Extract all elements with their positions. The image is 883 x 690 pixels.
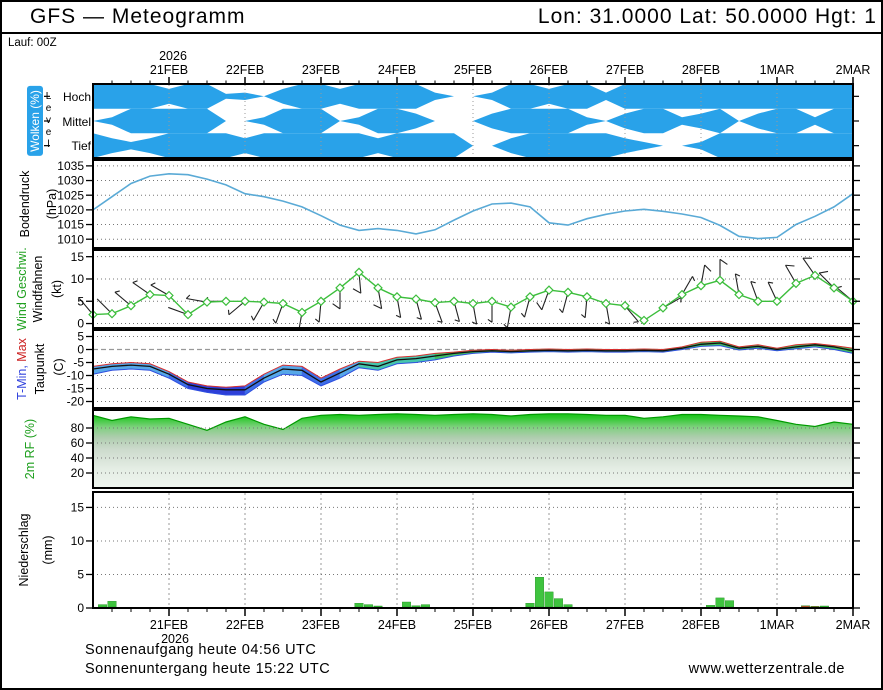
svg-text:22FEB: 22FEB — [226, 618, 264, 632]
cloud-row-mittel: Mittel — [62, 115, 91, 129]
svg-text:2MAR: 2MAR — [836, 618, 871, 632]
top-axis: 21FEB 22FEB 23FEB 24FEB 25FEB 26FEB 27FEB 28FEB… — [111, 49, 871, 84]
temp-unit: (C) — [52, 358, 66, 376]
svg-text:60: 60 — [71, 436, 85, 450]
svg-text:27FEB: 27FEB — [606, 618, 644, 632]
svg-text:23FEB: 23FEB — [302, 618, 340, 632]
svg-text:1025: 1025 — [57, 188, 84, 202]
svg-text:-20: -20 — [67, 395, 85, 409]
wolken-badge: Wolken (%) — [27, 86, 43, 156]
svg-text:5: 5 — [77, 330, 84, 344]
svg-text:27FEB: 27FEB — [606, 63, 644, 77]
svg-text:24FEB: 24FEB — [378, 63, 416, 77]
svg-text:80: 80 — [71, 421, 85, 435]
svg-text:1030: 1030 — [57, 174, 84, 188]
svg-text:10: 10 — [71, 534, 85, 548]
wind-speed-label: Wind Geschwi. — [15, 247, 29, 331]
temp-minmax-label: T-Min, Max — [15, 338, 29, 400]
svg-text:5: 5 — [77, 568, 84, 582]
cloud-panel — [44, 83, 859, 159]
sunset-text: Sonnenuntergang heute 15:22 UTC — [85, 661, 331, 677]
cloud-panel-label: Wolken (%) — [27, 86, 43, 156]
tmin-label: T-Min, — [15, 361, 29, 400]
svg-text:1015: 1015 — [57, 218, 84, 232]
svg-text:-5: -5 — [73, 356, 84, 370]
svg-text:1MAR: 1MAR — [760, 618, 795, 632]
svg-text:5: 5 — [77, 294, 84, 308]
level-label: Level — [43, 91, 54, 151]
wind-unit: (kt) — [50, 279, 64, 299]
cloud-row-tief: Tief — [71, 139, 91, 153]
precip-label: Niederschlag — [17, 513, 31, 587]
website-text: www.wetterzentrale.de — [688, 661, 845, 677]
svg-text:0: 0 — [77, 601, 84, 615]
svg-text:-10: -10 — [67, 369, 85, 383]
humidity-label: 2m RF (%) — [23, 418, 37, 480]
svg-text:1020: 1020 — [57, 203, 84, 217]
svg-text:0: 0 — [77, 317, 84, 331]
svg-text:-15: -15 — [67, 382, 85, 396]
sunrise-text: Sonnenaufgang heute 04:56 UTC — [85, 642, 317, 658]
svg-text:26FEB: 26FEB — [530, 63, 568, 77]
pressure-label: Bodendruck — [18, 170, 32, 238]
dewpoint-label: Taupunkt — [33, 343, 47, 395]
svg-text:21FEB: 21FEB — [150, 618, 188, 632]
bottom-axis: 21FEB 22FEB 23FEB 24FEB 25FEB 26FEB 27FEB 28FEB… — [111, 608, 871, 646]
svg-text:15: 15 — [71, 250, 85, 264]
tmax-label: Max — [15, 338, 29, 362]
svg-text:25FEB: 25FEB — [454, 618, 492, 632]
svg-text:24FEB: 24FEB — [378, 618, 416, 632]
wind-panel: 15 10 5 0 — [71, 249, 860, 334]
svg-text:10: 10 — [71, 272, 85, 286]
svg-text:28FEB: 28FEB — [682, 63, 720, 77]
svg-text:2MAR: 2MAR — [836, 63, 871, 77]
run-label: Lauf: 00Z — [8, 37, 57, 49]
svg-text:28FEB: 28FEB — [682, 618, 720, 632]
svg-text:15: 15 — [71, 501, 85, 515]
svg-text:1035: 1035 — [57, 159, 84, 173]
svg-text:1010: 1010 — [57, 232, 84, 246]
svg-text:0: 0 — [77, 343, 84, 357]
header-location: Lon: 31.0000 Lat: 50.0000 Hgt: 1 — [537, 5, 877, 28]
svg-text:23FEB: 23FEB — [302, 63, 340, 77]
temperature-panel: 50-5-10-15-20 — [67, 329, 860, 409]
svg-text:25FEB: 25FEB — [454, 63, 492, 77]
svg-text:2026: 2026 — [159, 49, 187, 63]
svg-text:1MAR: 1MAR — [760, 63, 795, 77]
svg-text:22FEB: 22FEB — [226, 63, 264, 77]
svg-text:40: 40 — [71, 451, 85, 465]
pressure-unit: (hPa) — [45, 188, 59, 220]
svg-text:20: 20 — [71, 466, 85, 480]
precip-unit: (mm) — [41, 535, 55, 565]
page-title: GFS — Meteogramm — [30, 5, 246, 28]
precipitation-panel: 0 5 10 15 — [71, 491, 860, 615]
svg-text:26FEB: 26FEB — [530, 618, 568, 632]
svg-text:21FEB: 21FEB — [150, 63, 188, 77]
cloud-row-hoch: Hoch — [62, 90, 91, 104]
svg-text:2026: 2026 — [161, 632, 189, 646]
wind-barb-label: Windfahnen — [31, 255, 45, 323]
